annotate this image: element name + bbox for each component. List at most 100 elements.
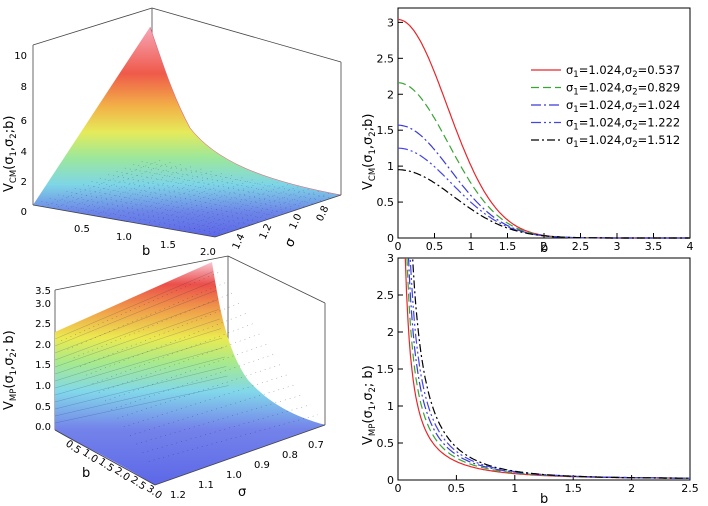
- sigma-label-cm: σ: [282, 236, 299, 250]
- series-lines: [397, 18, 690, 239]
- mesh-line: [54, 271, 214, 340]
- z-tick: 3.5: [35, 286, 51, 297]
- b-tick: 0.5: [74, 224, 90, 235]
- series-line: [398, 169, 690, 239]
- mesh-line: [43, 159, 161, 207]
- mesh-line: [108, 174, 297, 211]
- z-tick: 4: [21, 147, 27, 158]
- z-tick: 0: [21, 207, 27, 218]
- sigma-axis-mp: 1.2 1.1 1.0 0.9 0.8 0.7: [170, 440, 324, 501]
- mesh-line: [53, 161, 172, 209]
- x-tick-label: 3.5: [645, 240, 663, 253]
- y-tick-label: 2: [387, 88, 394, 101]
- box-edge: [214, 194, 342, 238]
- y-tick-label: 3: [387, 252, 394, 265]
- line-chart-mp: 0 0.5 1 1.5 2 2.500.511.522.53 VMP(σ1,σ2; b) …: [361, 252, 699, 506]
- axis-ticks: 0 0.5 1 1.5 2 2.5 0 0.5 1 1.5 2 2.5 3: [377, 252, 699, 495]
- box-edge: [32, 7, 153, 46]
- series-line: [409, 258, 690, 479]
- box-edge: [227, 255, 326, 304]
- z-tick: 0.5: [35, 402, 51, 413]
- surface-cm-panel: 0 2 4 6 8 10 VCM(σ1,σ2;b) 0.5 1.0 1.5 2.…: [2, 7, 342, 259]
- y-tick-label: 2: [387, 326, 394, 339]
- surface-cm-mesh: [41, 159, 333, 236]
- b-tick: 1.0: [116, 232, 132, 243]
- x-tick-label: 1: [511, 482, 518, 495]
- series-line: [407, 258, 690, 479]
- series-line: [412, 258, 690, 479]
- z-label-mp: VMP(σ1,σ2; b): [2, 330, 19, 410]
- x-tick-label: 1.5: [499, 240, 517, 253]
- z-tick: 10: [14, 51, 27, 62]
- legend-label: σ1=1.024,σ2=0.537: [566, 63, 680, 80]
- b-axis-cm: 0.5 1.0 1.5 2.0: [74, 224, 216, 258]
- x-tick-label: 0.5: [426, 240, 444, 253]
- y-tick-label: 1.5: [377, 124, 395, 137]
- y-tick-label: 1.5: [377, 363, 395, 376]
- sigma-tick: 0.7: [308, 440, 324, 451]
- mesh-line: [194, 190, 320, 234]
- mesh-line: [54, 290, 216, 354]
- z-label-cm: VCM(σ1,σ2;b): [2, 116, 19, 192]
- sigma-tick: 1.1: [198, 480, 214, 491]
- x-tick-label: 0.5: [448, 482, 466, 495]
- xlabel-cm: b: [540, 241, 548, 256]
- b-tick: 3.0: [144, 483, 163, 501]
- sigma-tick: 0.8: [282, 450, 298, 461]
- z-tick: 8: [21, 82, 27, 93]
- mesh-line: [124, 167, 315, 205]
- series-line: [404, 258, 690, 479]
- y-tick-label: 2.5: [377, 52, 395, 65]
- b-tick: 1.5: [160, 240, 176, 251]
- mesh-line: [63, 164, 182, 211]
- legend: σ1=1.024,σ2=0.537σ1=1.024,σ2=0.829σ1=1.0…: [531, 63, 680, 150]
- mesh-line: [54, 309, 219, 368]
- z-tick: 2.5: [35, 319, 51, 330]
- sigma-tick: 0.8: [315, 204, 332, 223]
- mesh-line: [54, 337, 223, 389]
- box-edge: [32, 204, 216, 238]
- mesh-line: [54, 366, 227, 410]
- mesh-line: [54, 299, 218, 361]
- x-tick-label: 2.5: [681, 482, 699, 495]
- sigma-tick: 0.9: [254, 460, 270, 471]
- mesh-line: [142, 404, 311, 453]
- legend-label: σ1=1.024,σ2=1.024: [566, 98, 680, 115]
- mesh-line: [54, 375, 228, 417]
- box-edge: [54, 429, 156, 486]
- surface-mp-panel: 0.0 0.5 1.0 1.5 2.0 2.5 3.0 3.5 VMP(σ1,σ…: [2, 255, 326, 502]
- y-tick-label: 0.5: [377, 437, 395, 450]
- ylabel-mp: VMP(σ1,σ2; b): [361, 365, 378, 445]
- mesh-line: [99, 177, 288, 214]
- mesh-line: [58, 194, 243, 229]
- z-tick: 2.0: [35, 340, 51, 351]
- sigma-tick: 1.2: [258, 222, 275, 241]
- mesh-line: [136, 394, 304, 445]
- series-line: [406, 258, 690, 479]
- y-tick-label: 0.5: [377, 196, 395, 209]
- mesh-line: [123, 373, 290, 428]
- series-line: [398, 147, 690, 239]
- mesh-line: [49, 198, 234, 232]
- legend-label: σ1=1.024,σ2=1.222: [566, 116, 680, 133]
- x-tick-label: 2: [541, 240, 548, 253]
- z-tick: 6: [21, 116, 27, 127]
- y-tick-label: 3: [387, 16, 394, 29]
- box-edge: [54, 255, 229, 291]
- b-label-cm: b: [142, 244, 150, 259]
- mesh-line: [54, 318, 220, 375]
- b-label-mp: b: [82, 466, 90, 481]
- mesh-line: [54, 385, 229, 424]
- z-axis-mp: 0.0 0.5 1.0 1.5 2.0 2.5 3.0 3.5: [35, 286, 51, 433]
- z-tick: 1.0: [35, 381, 51, 392]
- mesh-line: [164, 184, 289, 229]
- z-tick: 0.0: [35, 422, 51, 433]
- mesh-line: [54, 280, 215, 347]
- mesh-line: [54, 347, 224, 396]
- x-tick-label: 2: [628, 482, 635, 495]
- xlabel-mp: b: [540, 492, 548, 506]
- x-tick-label: 1.5: [564, 482, 582, 495]
- x-tick-label: 0: [395, 240, 402, 253]
- mesh-line: [116, 171, 306, 208]
